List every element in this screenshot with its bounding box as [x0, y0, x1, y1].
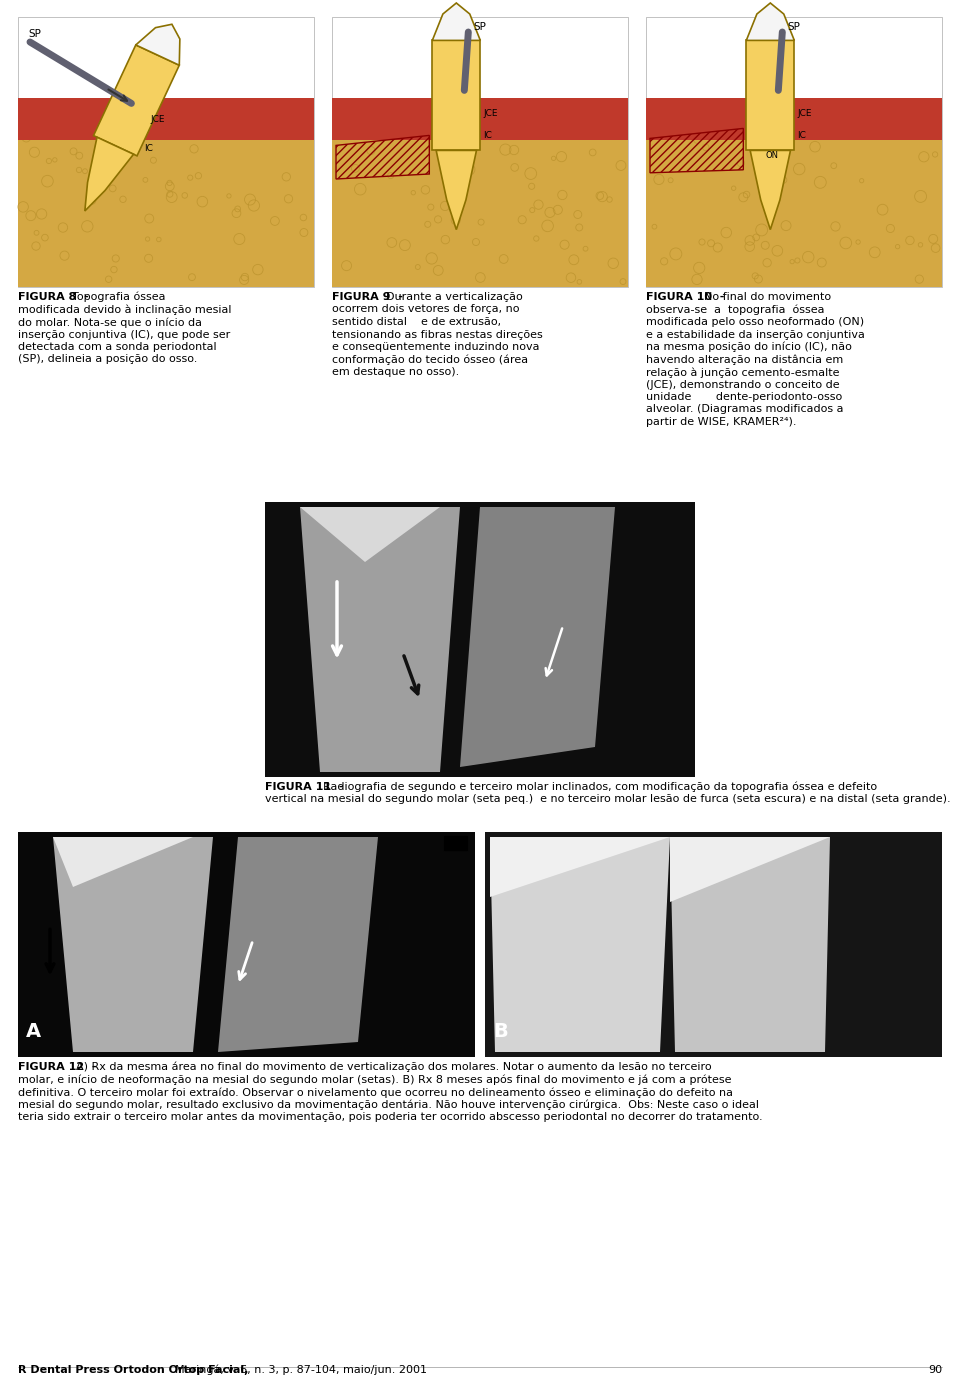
Text: 90: 90 — [928, 1365, 942, 1375]
Text: A) Rx da mesma área no final do movimento de verticalização dos molares. Notar o: A) Rx da mesma área no final do moviment… — [76, 1062, 712, 1073]
Polygon shape — [432, 3, 480, 41]
Text: do molar. Nota-se que o início da: do molar. Nota-se que o início da — [18, 317, 202, 327]
Text: alveolar. (Diagramas modificados a: alveolar. (Diagramas modificados a — [646, 405, 844, 415]
Text: FIGURA 10  -: FIGURA 10 - — [646, 292, 732, 302]
Text: vertical na mesial do segundo molar (seta peq.)  e no terceiro molar lesão de fu: vertical na mesial do segundo molar (set… — [265, 795, 950, 805]
Bar — [18, 130, 314, 286]
Polygon shape — [746, 41, 794, 151]
Text: Topografia óssea: Topografia óssea — [72, 292, 165, 303]
Text: R Dental Press Ortodon Ortop Facial,: R Dental Press Ortodon Ortop Facial, — [18, 1365, 249, 1375]
Text: modificada pelo osso neoformado (ON): modificada pelo osso neoformado (ON) — [646, 317, 864, 327]
Bar — [646, 98, 942, 141]
Text: conformação do tecido ósseo (área: conformação do tecido ósseo (área — [332, 355, 528, 365]
Text: definitiva. O terceiro molar foi extraído. Observar o nivelamento que ocorreu no: definitiva. O terceiro molar foi extraíd… — [18, 1087, 733, 1098]
Text: molar, e início de neoformação na mesial do segundo molar (setas). B) Rx 8 meses: molar, e início de neoformação na mesial… — [18, 1074, 732, 1085]
Text: detectada com a sonda periodontal: detectada com a sonda periodontal — [18, 342, 217, 352]
Polygon shape — [670, 837, 830, 902]
Text: e a estabilidade da inserção conjuntiva: e a estabilidade da inserção conjuntiva — [646, 330, 865, 339]
Text: SP: SP — [473, 22, 486, 32]
Text: na mesma posição do início (IC), não: na mesma posição do início (IC), não — [646, 342, 852, 352]
Text: em destaque no osso).: em destaque no osso). — [332, 367, 459, 377]
Polygon shape — [84, 137, 133, 211]
Text: FIGURA 12  -: FIGURA 12 - — [18, 1062, 105, 1071]
Bar — [332, 17, 628, 286]
Bar — [646, 130, 942, 286]
Text: sentido distal    e de extrusão,: sentido distal e de extrusão, — [332, 317, 501, 327]
Polygon shape — [750, 151, 790, 229]
Text: havendo alteração na distância em: havendo alteração na distância em — [646, 355, 843, 365]
Text: tensionando as fibras nestas direções: tensionando as fibras nestas direções — [332, 330, 542, 339]
Polygon shape — [490, 837, 670, 897]
Text: ocorrem dois vetores de força, no: ocorrem dois vetores de força, no — [332, 305, 519, 314]
Text: mesial do segundo molar, resultado exclusivo da movimentação dentária. Não houve: mesial do segundo molar, resultado exclu… — [18, 1099, 759, 1111]
Text: unidade       dente-periodonto-osso: unidade dente-periodonto-osso — [646, 393, 842, 402]
Text: B: B — [493, 1023, 508, 1041]
Text: ON: ON — [765, 151, 779, 159]
Text: JCE: JCE — [798, 109, 812, 117]
Polygon shape — [436, 151, 476, 229]
Bar — [332, 130, 628, 286]
Text: Maringá, v. 6, n. 3, p. 87-104, maio/jun. 2001: Maringá, v. 6, n. 3, p. 87-104, maio/jun… — [168, 1365, 427, 1375]
Text: teria sido extrair o terceiro molar antes da movimentação, pois poderia ter ocor: teria sido extrair o terceiro molar ante… — [18, 1112, 762, 1122]
Text: Radiografia de segundo e terceiro molar inclinados, com modificação da topografi: Radiografia de segundo e terceiro molar … — [324, 782, 877, 792]
Text: SP: SP — [28, 29, 41, 39]
Text: IC: IC — [483, 131, 492, 140]
Text: FIGURA 8  -: FIGURA 8 - — [18, 292, 97, 302]
Text: observa-se  a  topografia  óssea: observa-se a topografia óssea — [646, 305, 825, 314]
Text: partir de WISE, KRAMER²⁴).: partir de WISE, KRAMER²⁴). — [646, 416, 797, 427]
Bar — [646, 17, 942, 286]
Polygon shape — [432, 41, 480, 151]
Bar — [18, 833, 475, 1058]
Text: e conseqüentemente induzindo nova: e conseqüentemente induzindo nova — [332, 342, 540, 352]
Bar — [18, 17, 314, 286]
Text: IC: IC — [798, 131, 806, 140]
Polygon shape — [670, 837, 830, 1052]
Polygon shape — [300, 507, 440, 562]
Bar — [18, 98, 314, 141]
Bar — [265, 502, 695, 777]
Polygon shape — [93, 45, 180, 156]
Text: FIGURA 9  -: FIGURA 9 - — [332, 292, 411, 302]
Text: (SP), delineia a posição do osso.: (SP), delineia a posição do osso. — [18, 355, 198, 365]
Polygon shape — [460, 507, 615, 767]
Text: JCE: JCE — [483, 109, 498, 117]
Polygon shape — [53, 837, 213, 1052]
Text: No final do movimento: No final do movimento — [705, 292, 831, 302]
Text: IC: IC — [144, 144, 154, 152]
Bar — [485, 833, 942, 1058]
Polygon shape — [300, 507, 460, 773]
Bar — [332, 98, 628, 141]
Text: A: A — [26, 1023, 41, 1041]
Text: JCE: JCE — [151, 115, 165, 124]
Polygon shape — [53, 837, 193, 887]
Polygon shape — [135, 24, 180, 66]
Text: Durante a verticalização: Durante a verticalização — [386, 292, 523, 302]
Polygon shape — [490, 837, 670, 1052]
Text: inserção conjuntiva (IC), que pode ser: inserção conjuntiva (IC), que pode ser — [18, 330, 230, 339]
Text: SP: SP — [787, 22, 801, 32]
Polygon shape — [746, 3, 794, 41]
Text: relação à junção cemento-esmalte: relação à junção cemento-esmalte — [646, 367, 839, 377]
Text: modificada devido à inclinação mesial: modificada devido à inclinação mesial — [18, 305, 231, 314]
Text: FIGURA 11  -: FIGURA 11 - — [265, 782, 351, 792]
Text: (JCE), demonstrando o conceito de: (JCE), demonstrando o conceito de — [646, 380, 840, 390]
Polygon shape — [218, 837, 378, 1052]
